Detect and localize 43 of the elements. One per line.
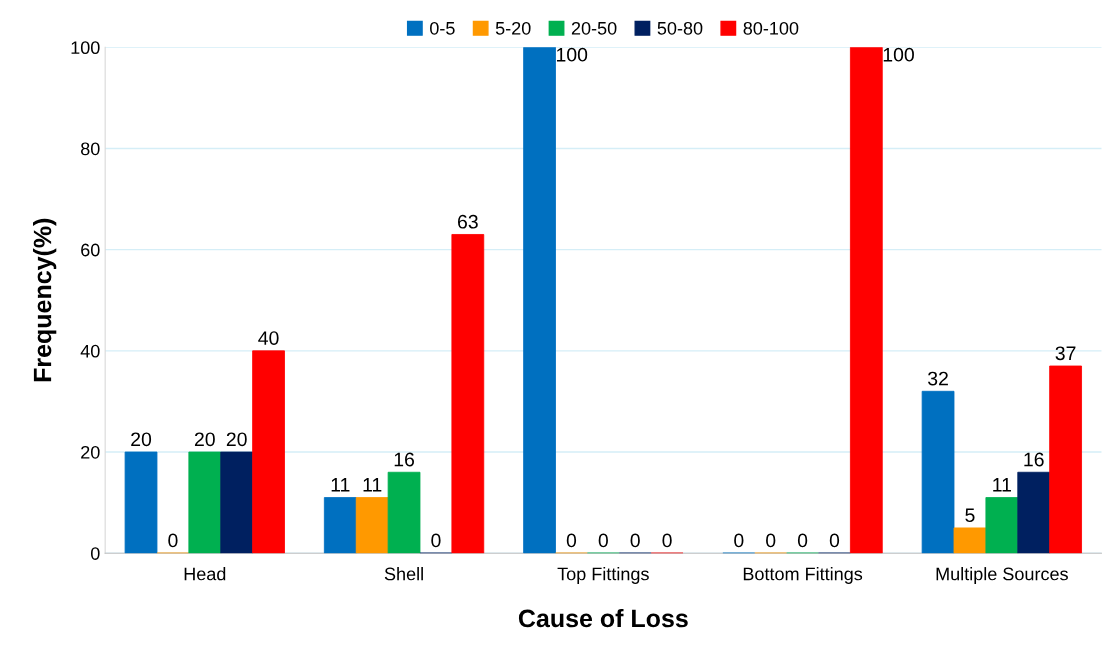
data-label: 16 xyxy=(394,452,415,467)
data-label: 0 xyxy=(431,533,441,548)
data-label: 63 xyxy=(457,214,478,229)
data-label: 37 xyxy=(1055,346,1076,361)
data-label: 100 xyxy=(556,47,588,62)
data-label: 0 xyxy=(630,533,640,548)
data-label: 0 xyxy=(829,533,840,548)
x-tick-label: Shell xyxy=(384,567,423,581)
x-tick-label: Top Fittings xyxy=(557,567,649,584)
x-tick-label: Multiple Sources xyxy=(936,567,1068,584)
legend-label: 50-80 xyxy=(657,21,703,35)
data-label: 32 xyxy=(928,371,948,386)
legend-label: 20-50 xyxy=(571,21,617,35)
data-label: 16 xyxy=(1024,452,1044,467)
data-label: 11 xyxy=(993,478,1011,492)
data-label: 0 xyxy=(662,533,672,548)
x-tick-label: Bottom Fittings xyxy=(743,567,863,584)
data-label: 20 xyxy=(194,432,215,447)
data-label: 0 xyxy=(734,533,744,548)
y-tick-label: 60 xyxy=(81,243,100,257)
data-label: 20 xyxy=(131,432,152,447)
data-label: 11 xyxy=(363,478,382,492)
legend-label: 0-5 xyxy=(430,21,455,35)
y-tick-label: 40 xyxy=(80,344,100,358)
data-label: 0 xyxy=(566,533,577,548)
y-axis-title: Frequency(%) xyxy=(32,218,57,382)
legend-label: 5-20 xyxy=(495,21,531,35)
y-tick-label: 20 xyxy=(81,445,100,459)
data-label: 0 xyxy=(168,533,178,548)
data-label: 0 xyxy=(598,533,608,548)
data-label: 0 xyxy=(797,533,808,548)
x-tick-label: Head xyxy=(184,567,226,581)
x-axis-title: Cause of Loss xyxy=(518,608,688,628)
data-label: 0 xyxy=(766,533,776,548)
data-label: 100 xyxy=(883,47,914,62)
data-label: 5 xyxy=(965,508,975,523)
y-tick-label: 100 xyxy=(71,41,100,55)
data-label: 11 xyxy=(331,478,350,492)
y-tick-label: 80 xyxy=(81,142,100,156)
data-label: 40 xyxy=(258,331,279,345)
y-tick-label: 0 xyxy=(90,547,100,560)
data-label: 20 xyxy=(226,432,247,447)
legend-label: 80-100 xyxy=(743,21,799,35)
